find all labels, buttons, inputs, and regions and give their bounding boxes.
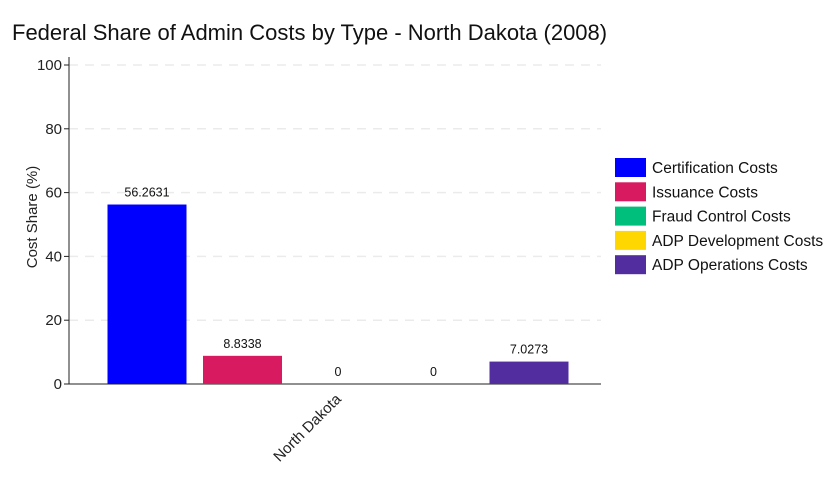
y-tick-label: 40 <box>45 248 62 265</box>
bar-adp-operations-costs <box>489 361 569 384</box>
y-tick-label: 20 <box>45 312 62 329</box>
legend-label-certification-costs: Certification Costs <box>652 160 778 177</box>
legend-swatch-fraud-control-costs <box>615 206 646 226</box>
bar-issuance-costs <box>203 355 282 384</box>
legend-swatch-issuance-costs <box>615 182 646 202</box>
legend-swatch-certification-costs <box>615 158 646 177</box>
data-label: 0 <box>430 365 437 379</box>
legend-label-fraud-control-costs: Fraud Control Costs <box>652 209 791 226</box>
chart-title: Federal Share of Admin Costs by Type - N… <box>12 20 607 45</box>
legend-label-adp-operations-costs: ADP Operations Costs <box>652 257 808 274</box>
y-tick-label: 100 <box>37 57 62 74</box>
x-tick-label: North Dakota <box>270 390 345 465</box>
legend: Certification Costs Issuance Costs Fraud C… <box>615 158 823 275</box>
data-label: 56.2631 <box>124 186 169 200</box>
data-labels: 56.2631 8.8338 0 0 7.0273 <box>124 186 548 379</box>
legend-label-issuance-costs: Issuance Costs <box>652 184 758 201</box>
y-axis-title: Cost Share (%) <box>24 166 41 269</box>
data-label: 0 <box>335 365 342 379</box>
legend-swatch-adp-operations-costs <box>615 255 646 275</box>
data-label: 7.0273 <box>510 343 548 357</box>
bar-certification-costs <box>107 204 187 384</box>
y-tick-label: 60 <box>45 185 62 202</box>
legend-swatch-adp-development-costs <box>615 230 646 250</box>
legend-label-adp-development-costs: ADP Development Costs <box>652 233 823 250</box>
data-label: 8.8338 <box>223 337 261 351</box>
bars <box>107 204 569 384</box>
y-tick-label: 0 <box>54 376 62 393</box>
y-tick-label: 80 <box>45 121 62 138</box>
